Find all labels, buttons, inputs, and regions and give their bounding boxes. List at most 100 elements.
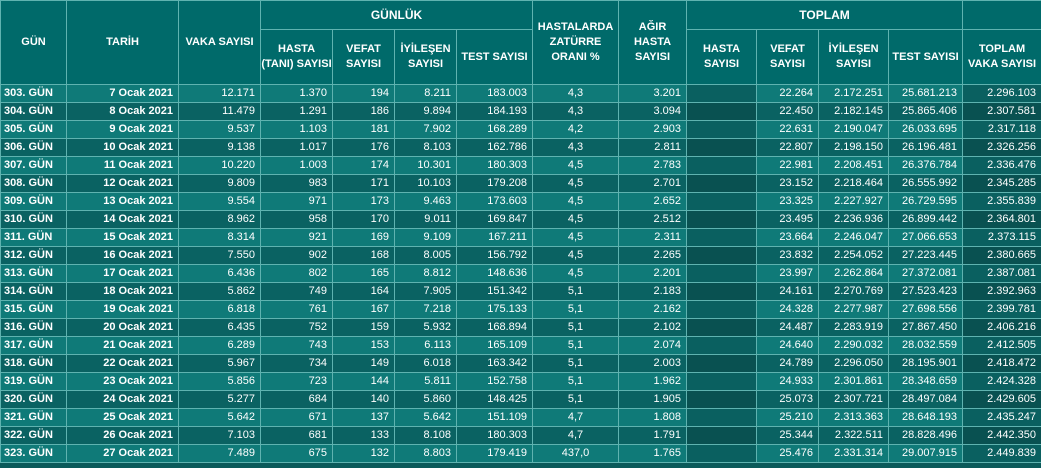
cell-toplam-vaka: 2.412.505: [962, 336, 1041, 355]
cell-gun: 306. GÜN: [0, 138, 67, 157]
cell-toplam-vaka: 2.387.081: [962, 264, 1041, 283]
cell-test-sayisi: 156.792: [455, 246, 534, 265]
cell-tarih: 11 Ocak 2021: [66, 156, 179, 175]
cell-hasta-tani: 752: [260, 318, 333, 337]
cell-test-sayisi: 180.303: [455, 156, 534, 175]
cell-hasta-tani: 734: [260, 354, 333, 373]
cell-vefat: 176: [332, 138, 395, 157]
cell-toplam-vaka: 2.373.115: [962, 228, 1041, 247]
header-zaturre-orani: HASTALARDA ZATÜRRE ORANI %: [532, 0, 620, 85]
cell-vaka-sayisi: 6.818: [178, 300, 261, 319]
cell-zaturre-orani: 5,1: [532, 336, 620, 355]
cell-vefat: 194: [332, 84, 395, 103]
cell-toplam-test: 26.196.481: [888, 138, 964, 157]
cell-agir-hasta: 2.201: [618, 264, 688, 283]
cell-toplam-vaka: 2.399.781: [962, 300, 1041, 319]
cell-toplam-vefat: 23.325: [756, 192, 820, 211]
cell-toplam-vaka: 2.326.256: [962, 138, 1041, 157]
cell-vaka-sayisi: 5.862: [178, 282, 261, 301]
cell-tarih: 24 Ocak 2021: [66, 390, 179, 409]
cell-vaka-sayisi: 8.962: [178, 210, 261, 229]
cell-toplam-vaka: 2.364.801: [962, 210, 1041, 229]
cell-toplam-vaka: 2.380.665: [962, 246, 1041, 265]
cell-tarih: 7 Ocak 2021: [66, 84, 179, 103]
cell-toplam-iyilesen: 2.296.050: [818, 354, 890, 373]
cell-test-sayisi: 163.342: [455, 354, 534, 373]
cell-toplam-test: 28.828.496: [888, 426, 964, 445]
cell-toplam-vefat: 22.264: [756, 84, 820, 103]
cell-gun: 317. GÜN: [0, 336, 67, 355]
cell-vefat: 186: [332, 102, 395, 121]
cell-vefat: 164: [332, 282, 395, 301]
cell-tarih: 26 Ocak 2021: [66, 426, 179, 445]
header-gun: GÜN: [0, 0, 67, 85]
cell-agir-hasta: 2.811: [618, 138, 688, 157]
cell-iyilesen: 10.301: [394, 156, 457, 175]
cell-agir-hasta: 3.201: [618, 84, 688, 103]
cell-test-sayisi: 180.303: [455, 426, 534, 445]
cell-vaka-sayisi: 6.435: [178, 318, 261, 337]
cell-toplam-hasta: [686, 336, 758, 355]
cell-agir-hasta: 1.962: [618, 372, 688, 391]
cell-agir-hasta: 1.905: [618, 390, 688, 409]
cell-zaturre-orani: 4,3: [532, 102, 620, 121]
cell-toplam-hasta: [686, 354, 758, 373]
cell-toplam-hasta: [686, 372, 758, 391]
cell-iyilesen: 9.463: [394, 192, 457, 211]
cell-toplam-test: 26.033.695: [888, 120, 964, 139]
cell-hasta-tani: 921: [260, 228, 333, 247]
cell-toplam-vefat: 24.328: [756, 300, 820, 319]
cell-vaka-sayisi: 6.289: [178, 336, 261, 355]
cell-toplam-hasta: [686, 102, 758, 121]
cell-agir-hasta: 2.102: [618, 318, 688, 337]
cell-vefat: 137: [332, 408, 395, 427]
header-iyilesen: İYİLEŞEN SAYISI: [394, 29, 457, 85]
cell-hasta-tani: 902: [260, 246, 333, 265]
cell-toplam-test: 28.195.901: [888, 354, 964, 373]
cell-gun: 323. GÜN: [0, 444, 67, 463]
cell-hasta-tani: 684: [260, 390, 333, 409]
header-hasta-tani: HASTA (TANI) SAYISI: [260, 29, 333, 85]
cell-gun: 311. GÜN: [0, 228, 67, 247]
cell-toplam-hasta: [686, 444, 758, 463]
cell-hasta-tani: 1.370: [260, 84, 333, 103]
cell-hasta-tani: 1.017: [260, 138, 333, 157]
cell-vaka-sayisi: 9.138: [178, 138, 261, 157]
cell-gun: 304. GÜN: [0, 102, 67, 121]
header-toplam-vaka: TOPLAM VAKA SAYISI: [962, 29, 1041, 85]
cell-vefat: 149: [332, 354, 395, 373]
table-header: GÜN TARİH VAKA SAYISI GÜNLÜK HASTALARDA …: [0, 0, 1041, 85]
cell-hasta-tani: 743: [260, 336, 333, 355]
cell-zaturre-orani: 5,1: [532, 372, 620, 391]
cell-agir-hasta: 2.183: [618, 282, 688, 301]
cell-hasta-tani: 675: [260, 444, 333, 463]
cell-toplam-test: 26.555.992: [888, 174, 964, 193]
cell-toplam-iyilesen: 2.301.861: [818, 372, 890, 391]
cell-toplam-vaka: 2.355.839: [962, 192, 1041, 211]
cell-iyilesen: 9.894: [394, 102, 457, 121]
cell-vaka-sayisi: 9.537: [178, 120, 261, 139]
cell-tarih: 27 Ocak 2021: [66, 444, 179, 463]
cell-tarih: 22 Ocak 2021: [66, 354, 179, 373]
cell-toplam-hasta: [686, 318, 758, 337]
cell-toplam-test: 25.865.406: [888, 102, 964, 121]
table-row: 303. GÜN 7 Ocak 2021 12.171 1.370 194 8.211 18…: [0, 84, 1041, 103]
cell-toplam-iyilesen: 2.246.047: [818, 228, 890, 247]
table-row: 313. GÜN 17 Ocak 2021 6.436 802 165 8.812 148.…: [0, 264, 1041, 283]
header-vaka-sayisi: VAKA SAYISI: [178, 0, 261, 85]
cell-hasta-tani: 1.291: [260, 102, 333, 121]
cell-zaturre-orani: 4,5: [532, 192, 620, 211]
cell-toplam-vefat: 25.344: [756, 426, 820, 445]
cell-toplam-iyilesen: 2.322.511: [818, 426, 890, 445]
table-row: 306. GÜN 10 Ocak 2021 9.138 1.017 176 8.103 16…: [0, 138, 1041, 157]
cell-zaturre-orani: 4,7: [532, 426, 620, 445]
cell-iyilesen: 6.113: [394, 336, 457, 355]
cell-iyilesen: 8.108: [394, 426, 457, 445]
cell-vefat: 133: [332, 426, 395, 445]
cell-toplam-iyilesen: 2.307.721: [818, 390, 890, 409]
cell-toplam-vefat: 23.664: [756, 228, 820, 247]
cell-zaturre-orani: 4,3: [532, 84, 620, 103]
cell-gun: 308. GÜN: [0, 174, 67, 193]
cell-vefat: 165: [332, 264, 395, 283]
cell-toplam-vaka: 2.345.285: [962, 174, 1041, 193]
